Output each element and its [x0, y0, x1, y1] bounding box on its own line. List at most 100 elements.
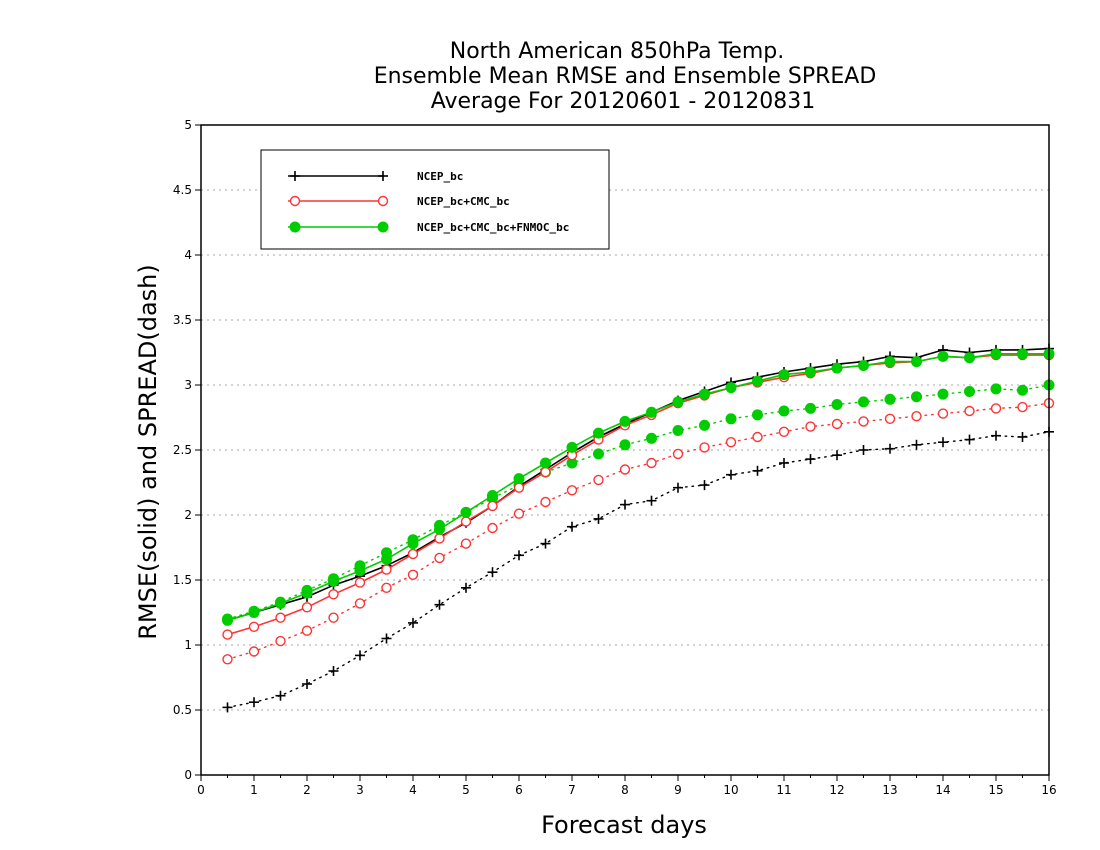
spread-point: [222, 654, 233, 665]
rmse-point: [301, 602, 313, 613]
spread-point: [805, 421, 816, 432]
spread-point: [407, 569, 419, 580]
rmse-point: [911, 356, 922, 368]
y-tick-label: 1.5: [173, 573, 192, 587]
rmse-point: [328, 589, 339, 600]
legend-item: NCEP_bc+CMC_bc+FNMOC_bc: [288, 221, 569, 234]
rmse-point: [646, 406, 657, 418]
spread-point: [646, 495, 657, 506]
rmse-point: [752, 375, 763, 387]
spread-point: [832, 450, 842, 461]
legend-item: NCEP_bc+CMC_bc: [288, 195, 510, 208]
spread-point: [487, 522, 498, 534]
rmse-point: [672, 396, 684, 408]
spread-point: [593, 474, 604, 486]
spread-point: [990, 403, 1002, 414]
rmse-point: [407, 538, 419, 550]
spread-point: [408, 617, 418, 628]
rmse-point: [434, 523, 445, 535]
rmse-point: [858, 360, 869, 371]
x-tick-label: 15: [988, 783, 1003, 797]
spread-point: [1017, 401, 1028, 413]
series-rmse-2: [222, 348, 1055, 626]
rmse-point: [381, 564, 392, 575]
rmse-point: [248, 621, 260, 632]
spread-point: [540, 496, 551, 508]
y-tick-label: 0.5: [173, 703, 192, 717]
spread-point: [831, 418, 843, 430]
x-tick-label: 7: [568, 783, 576, 797]
legend: NCEP_bc NCEP_bc+CMC_bc NCEP_bc+CMC_bc+FNMO…: [260, 149, 610, 250]
legend-item: NCEP_bc: [288, 170, 463, 183]
rmse-point: [540, 457, 551, 469]
rmse-point: [937, 350, 949, 362]
rmse-point: [275, 597, 286, 609]
rmse-point: [778, 369, 790, 381]
x-tick-label: 12: [829, 783, 844, 797]
spread-point: [858, 445, 869, 455]
spread-point: [964, 434, 975, 445]
y-axis-label: RMSE(solid) and SPREAD(dash): [134, 264, 162, 640]
spread-point: [752, 431, 763, 443]
spread-point: [275, 635, 286, 647]
series-layer: [222, 343, 1055, 713]
rmse-point: [354, 577, 366, 588]
rmse-point: [407, 548, 419, 560]
spread-point: [805, 402, 816, 414]
spread-point: [938, 437, 948, 448]
plot-area-frame: [200, 124, 1050, 776]
spread-point: [964, 405, 975, 417]
rmse-point: [699, 388, 710, 400]
rmse-point: [725, 382, 737, 394]
chart-title-line-3: Average For 20120601 - 20120831: [431, 89, 816, 114]
spread-point: [461, 582, 471, 593]
spread-point: [328, 612, 339, 623]
spread-line: [226, 384, 1050, 620]
rmse-point: [222, 629, 233, 640]
rmse-point: [301, 587, 313, 599]
x-tick-label: 10: [723, 783, 738, 797]
spread-point: [249, 697, 259, 708]
spread-point: [593, 448, 604, 460]
spread-point: [752, 409, 763, 421]
spread-point: [593, 513, 604, 524]
legend-marker: [377, 221, 389, 233]
spread-point: [302, 679, 312, 689]
rmse-point: [513, 473, 525, 485]
spread-point: [355, 650, 365, 661]
spread-point: [646, 457, 657, 469]
spread-point: [885, 443, 895, 454]
rmse-point: [354, 565, 366, 577]
spread-point: [328, 666, 339, 676]
y-tick-label: 0: [184, 768, 192, 782]
spread-point: [567, 521, 577, 532]
spread-point: [699, 480, 710, 491]
rmse-point: [619, 415, 631, 427]
spread-point: [699, 419, 710, 431]
spread-point: [646, 432, 657, 444]
y-tick-label: 4: [184, 248, 192, 262]
spread-point: [990, 383, 1002, 395]
y-tick-label: 3: [184, 378, 192, 392]
rmse-point: [487, 500, 498, 512]
x-tick-label: 3: [356, 783, 364, 797]
legend-marker: [289, 195, 301, 207]
spread-point: [620, 499, 630, 510]
spread-point: [725, 437, 737, 448]
rmse-point: [275, 612, 286, 623]
spread-point: [911, 391, 922, 403]
spread-point: [222, 702, 233, 713]
rmse-point: [831, 362, 843, 374]
spread-point: [540, 538, 551, 549]
x-tick-label: 16: [1041, 783, 1056, 797]
y-tick-label: 2.5: [173, 443, 192, 457]
x-tick-label: 11: [776, 783, 791, 797]
x-tick-label: 1: [250, 783, 258, 797]
spread-point: [1017, 384, 1028, 396]
rmse-point: [434, 533, 445, 544]
spread-point: [858, 416, 869, 427]
spread-line: [226, 431, 1050, 709]
rmse-point: [990, 348, 1002, 360]
spread-point: [566, 485, 578, 496]
legend-label: NCEP_bc+CMC_bc+FNMOC_bc: [417, 221, 569, 234]
